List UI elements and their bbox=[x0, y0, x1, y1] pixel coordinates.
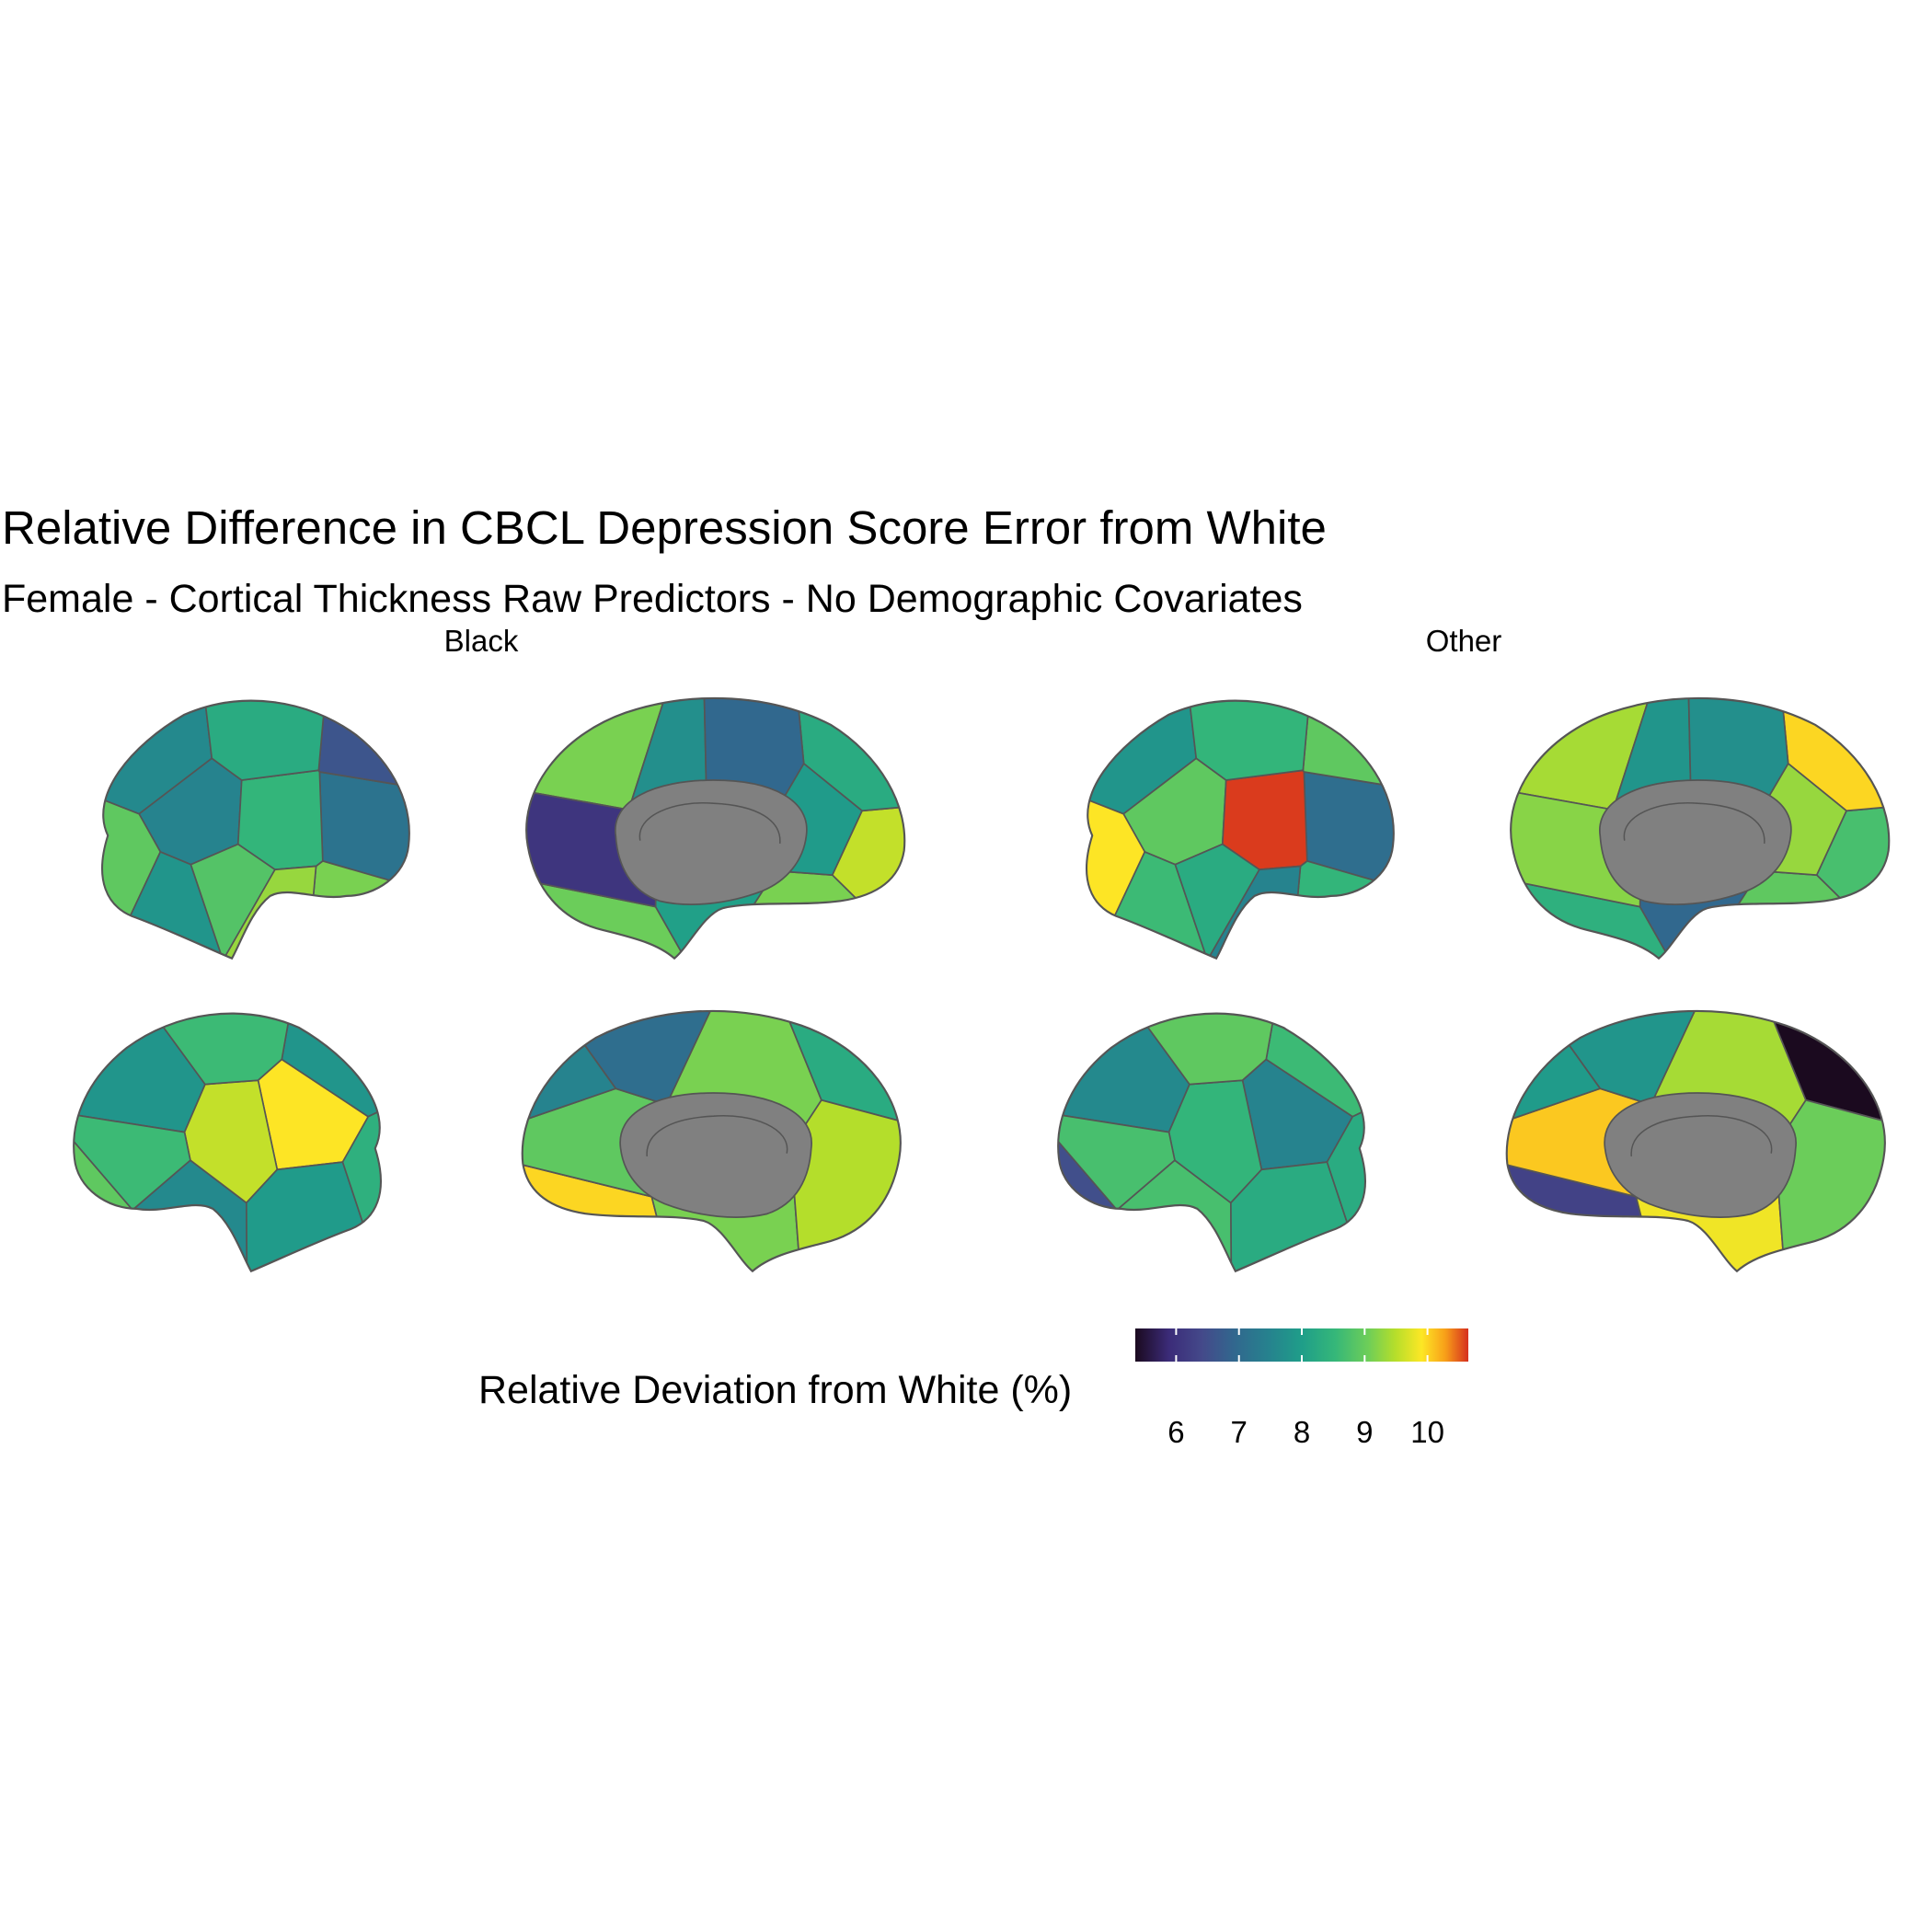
legend-tick-label: 8 bbox=[1293, 1415, 1311, 1449]
cortical-region bbox=[1117, 1013, 1281, 1086]
cortical-region bbox=[74, 1013, 206, 1133]
medial-wall bbox=[619, 1092, 812, 1218]
medial-wall bbox=[1604, 1092, 1797, 1218]
cortical-region bbox=[1185, 700, 1313, 781]
cortical-region bbox=[201, 700, 328, 781]
medial-wall-contour bbox=[646, 1115, 788, 1157]
brain-black-medial-left bbox=[525, 696, 906, 960]
cortical-region bbox=[1174, 843, 1260, 959]
cortical-region bbox=[1289, 859, 1394, 959]
medial-wall-contour bbox=[638, 802, 781, 845]
legend-tick-label: 7 bbox=[1230, 1415, 1248, 1449]
cortical-region bbox=[74, 1109, 191, 1212]
medial-wall bbox=[615, 779, 808, 905]
region-group bbox=[1058, 1013, 1365, 1271]
region-group bbox=[526, 697, 905, 959]
medial-wall-contour bbox=[1623, 802, 1765, 845]
region-group bbox=[102, 700, 409, 959]
cortical-region bbox=[1058, 1109, 1176, 1212]
legend-tick-label: 9 bbox=[1356, 1415, 1374, 1449]
hemisphere-outline bbox=[101, 699, 410, 960]
brain-black-medial-right bbox=[521, 1009, 902, 1273]
region-group bbox=[1511, 697, 1890, 959]
region-group bbox=[1506, 1010, 1885, 1271]
cortical-region bbox=[1774, 1098, 1885, 1271]
hemisphere-outline bbox=[525, 696, 906, 960]
cortical-region bbox=[190, 843, 276, 959]
cortical-region bbox=[317, 700, 409, 795]
region-group bbox=[1087, 700, 1394, 959]
medial-wall-contour bbox=[1630, 1115, 1773, 1157]
legend-title: Relative Deviation from White (%) bbox=[478, 1368, 1073, 1412]
hemisphere-outline bbox=[521, 1009, 902, 1273]
brain-other-lateral-left bbox=[1086, 699, 1395, 960]
hemisphere-outline bbox=[1510, 696, 1891, 960]
cortical-region bbox=[1058, 1013, 1190, 1133]
hemisphere-outline bbox=[1057, 1012, 1366, 1273]
hemisphere-outline bbox=[1086, 699, 1395, 960]
cortical-region bbox=[789, 1098, 901, 1271]
brain-other-lateral-right bbox=[1057, 1012, 1366, 1273]
brain-other-medial-left bbox=[1510, 696, 1891, 960]
chart-subtitle: Female - Cortical Thickness Raw Predicto… bbox=[2, 577, 1303, 621]
hemisphere-outline bbox=[73, 1012, 382, 1273]
facet-label-other: Other bbox=[1425, 624, 1502, 658]
brain-black-lateral-left bbox=[101, 699, 410, 960]
legend-tick-label: 10 bbox=[1410, 1415, 1444, 1449]
brain-black-lateral-right bbox=[73, 1012, 382, 1273]
chart-title: Relative Difference in CBCL Depression S… bbox=[2, 501, 1327, 554]
legend-tick-label: 6 bbox=[1167, 1415, 1185, 1449]
cortical-region bbox=[1302, 700, 1394, 795]
hemisphere-outline bbox=[1505, 1009, 1886, 1273]
region-group bbox=[74, 1013, 381, 1271]
cortical-region bbox=[132, 1013, 296, 1086]
region-group bbox=[522, 1010, 901, 1271]
brain-other-medial-right bbox=[1505, 1009, 1886, 1273]
facet-label-black: Black bbox=[443, 624, 519, 658]
legend-tick-marks bbox=[1175, 1328, 1429, 1362]
cortical-region bbox=[305, 859, 409, 959]
medial-wall bbox=[1599, 779, 1792, 905]
